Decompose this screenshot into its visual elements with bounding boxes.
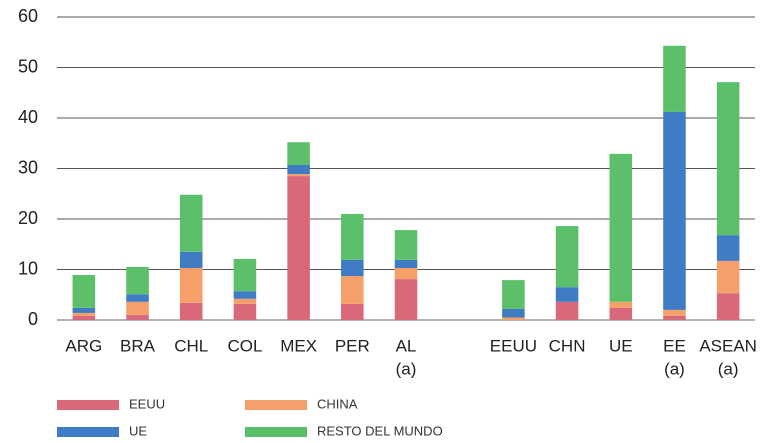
bar-segment [663, 45, 686, 112]
bar-segment [126, 266, 149, 295]
bar-segment [72, 312, 96, 316]
bar-segment [72, 315, 96, 320]
y-tick-label: 40 [18, 107, 38, 127]
bar-segment [341, 303, 364, 320]
x-tick-label: ASEAN [699, 336, 757, 355]
y-tick-label: 50 [18, 56, 38, 76]
bar-segment [609, 301, 633, 308]
x-tick-note: (a) [718, 359, 739, 378]
x-tick-label: EE [663, 336, 686, 355]
bar-segment [341, 213, 364, 260]
bar-segment [663, 309, 686, 316]
bar-segment [716, 82, 740, 236]
bar-segment [663, 111, 686, 310]
bar-segment [716, 235, 740, 261]
bar-segment [179, 267, 203, 303]
legend-label: CHINA [317, 396, 358, 411]
bar-segment [394, 267, 418, 280]
y-tick-label: 20 [18, 208, 38, 228]
bar-segment [72, 275, 96, 308]
x-tick-label: UE [609, 336, 633, 355]
x-tick-label: MEX [280, 336, 317, 355]
bar-segment [233, 291, 257, 299]
bar-segment [502, 308, 525, 318]
legend-swatch [245, 427, 307, 437]
bar-segment [179, 194, 203, 252]
bar-segment [394, 279, 418, 320]
bar-segment [394, 259, 418, 268]
x-tick-label: BRA [120, 336, 156, 355]
x-tick-label: PER [335, 336, 370, 355]
bar-segment [341, 276, 364, 304]
y-tick-label: 60 [18, 6, 38, 26]
x-tick-label: ARG [65, 336, 102, 355]
bar-segment [126, 314, 149, 320]
x-tick-label: CHL [174, 336, 208, 355]
x-tick-label: CHN [549, 336, 586, 355]
legend-swatch [57, 427, 119, 437]
legend-label: EEUU [129, 396, 165, 411]
bar-segment [394, 230, 418, 260]
bar-segment [341, 259, 364, 277]
x-tick-label: AL [396, 336, 417, 355]
legend-label: UE [129, 423, 147, 438]
bar-segment [609, 307, 633, 320]
bar-segment [287, 174, 310, 177]
x-tick-label: EEUU [490, 336, 537, 355]
x-tick-note: (a) [664, 359, 685, 378]
bar-segment [179, 251, 203, 268]
y-tick-label: 30 [18, 157, 38, 177]
bar-segment [502, 280, 525, 309]
bar-segment [287, 142, 310, 165]
bar-segment [233, 303, 257, 320]
bar-segment [555, 301, 579, 320]
legend-swatch [57, 400, 119, 410]
bar-segment [287, 176, 310, 320]
legend-label: RESTO DEL MUNDO [317, 423, 443, 438]
y-tick-label: 10 [18, 258, 38, 278]
y-tick-label: 0 [28, 309, 38, 329]
bar-segment [716, 293, 740, 320]
bar-segment [126, 301, 149, 315]
bar-segment [663, 315, 686, 320]
bar-segment [555, 226, 579, 288]
bar-segment [287, 164, 310, 175]
bar-segment [555, 287, 579, 302]
x-tick-note: (a) [396, 359, 417, 378]
bar-segment [233, 298, 257, 304]
bar-segment [126, 294, 149, 302]
bar-segment [179, 302, 203, 320]
bar-segment [716, 260, 740, 294]
bar-segment [609, 153, 633, 302]
legend-swatch [245, 400, 307, 410]
bar-segment [233, 258, 257, 292]
bar-segment [502, 317, 525, 320]
bar-segment [72, 307, 96, 313]
x-tick-label: COL [227, 336, 262, 355]
